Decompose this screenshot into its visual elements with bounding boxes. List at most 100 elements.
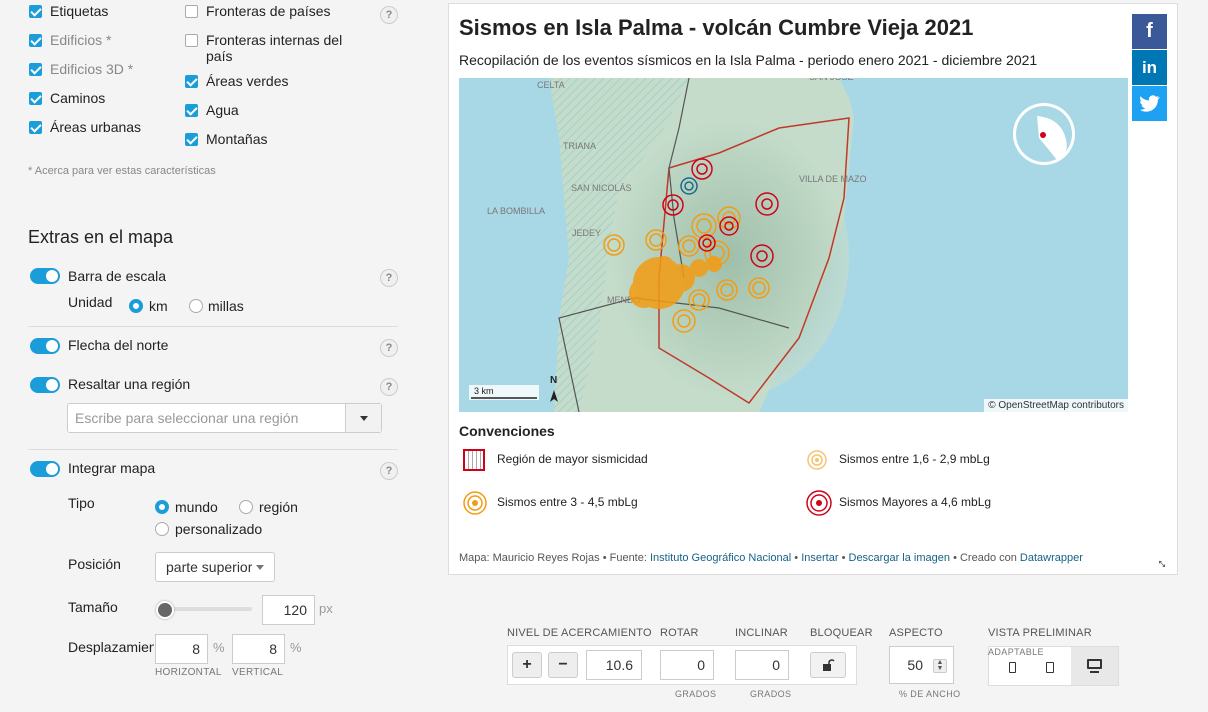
highlight-region-label: Resaltar una región [68,376,191,392]
resize-icon[interactable]: ↔ [1153,551,1175,573]
scale-bar-label: Barra de escala [68,268,167,284]
preview-desktop-button[interactable] [1071,647,1118,685]
place-label: MENDO [607,295,641,305]
checkbox-etiquetas[interactable] [29,5,42,18]
low-magnitude-icon [807,450,827,470]
place-label: SAN JOSÉ [809,78,854,82]
vertical-caption: VERTICAL [232,667,284,678]
rotate-input[interactable]: 0 [660,650,714,680]
radio-millas[interactable] [189,299,203,313]
map-attribution: © OpenStreetMap contributors [984,399,1128,412]
checkbox-edificios[interactable] [29,34,42,47]
help-icon[interactable]: ? [380,269,398,287]
checkbox-agua[interactable] [185,104,198,117]
inset-globe [1013,103,1075,165]
checkbox-caminos[interactable] [29,92,42,105]
legend-label: Sismos entre 3 - 4,5 mbLg [497,495,638,509]
preview-mobile-button[interactable] [1000,659,1024,679]
region-search-input[interactable]: Escribe para seleccionar una región [67,403,382,433]
pct-unit: % [290,640,302,655]
size-slider-track[interactable] [160,607,252,611]
horizontal-caption: HORIZONTAL [155,667,222,678]
footer-sep: • [794,552,799,564]
size-label: Tamaño [68,599,118,615]
footer-created-label: Creado con [959,552,1017,564]
position-value: parte superior [166,559,252,575]
offset-vertical-input[interactable]: 8 [232,634,285,664]
lock-header: BLOQUEAR [810,627,873,639]
footer-download-link[interactable]: Descargar la imagen [848,552,951,564]
footer-insert-link[interactable]: Insertar [801,552,839,564]
help-icon[interactable]: ? [380,462,398,480]
position-label: Posición [68,556,121,572]
aspect-header: ASPECTO [889,627,943,639]
size-unit: px [319,601,333,616]
map-subtitle: Recopilación de los eventos sísmicos en … [459,52,1038,68]
zoom-out-button[interactable]: − [548,652,578,678]
dropdown-button[interactable] [345,404,381,432]
place-label: VILLA DE MAZO [799,174,867,184]
toggle-north-arrow[interactable] [30,338,60,354]
region-legend-icon [463,449,485,471]
twitter-share-button[interactable] [1132,86,1167,121]
north-arrow: N [550,375,558,402]
radio-region-label: región [259,499,298,515]
checkbox-montanas[interactable] [185,133,198,146]
footer-tool-link[interactable]: Datawrapper [1019,552,1083,564]
lock-button[interactable] [810,652,846,678]
scale-bar: 3 km [469,385,539,400]
checkbox-label: Áreas urbanas [50,119,142,135]
aspect-input[interactable]: 50 ▲ ▼ [889,646,954,684]
toggle-scale-bar[interactable] [30,268,60,284]
facebook-share-button[interactable]: f [1132,14,1167,49]
legend-label: Sismos Mayores a 4,6 mbLg [839,495,992,509]
zoom-input[interactable]: 10.6 [586,650,642,680]
radio-personalizado[interactable] [155,522,169,536]
checkbox-label: Agua [206,102,239,118]
radio-mundo[interactable] [155,500,169,514]
checkbox-fronteras-internas[interactable] [185,34,198,47]
help-icon[interactable]: ? [380,339,398,357]
linkedin-share-button[interactable]: in [1132,50,1167,85]
size-slider-handle[interactable] [156,601,174,619]
map-preview-card: Sismos en Isla Palma - volcán Cumbre Vie… [448,3,1178,575]
type-label: Tipo [68,495,95,511]
caret-down-icon [360,416,368,421]
legend-title: Convenciones [459,423,555,439]
checkbox-label: Áreas verdes [206,73,289,89]
zoom-in-button[interactable]: + [512,652,542,678]
checkbox-areas-urbanas[interactable] [29,121,42,134]
preview-mode-caption: ADAPTABLE [988,647,1044,657]
checkbox-areas-verdes[interactable] [185,75,198,88]
mid-magnitude-icon [463,491,487,515]
help-icon[interactable]: ? [380,378,398,396]
north-arrow-icon [550,390,558,402]
radio-km[interactable] [129,299,143,313]
checkbox-fronteras-paises[interactable] [185,5,198,18]
preview-tablet-button[interactable] [1038,659,1062,679]
help-icon[interactable]: ? [380,6,398,24]
footer-author: Mapa: Mauricio Reyes Rojas [459,552,600,564]
position-select[interactable]: parte superior [155,552,275,582]
map-svg: CELTA TRIANA SAN NICOLÁS LA BOMBILLA JED… [459,78,1128,412]
divider [28,449,398,450]
map-footer: Mapa: Mauricio Reyes Rojas • Fuente: Ins… [459,552,1083,564]
map-canvas[interactable]: CELTA TRIANA SAN NICOLÁS LA BOMBILLA JED… [459,78,1128,412]
stepper-icon[interactable]: ▲ ▼ [933,659,947,673]
offset-horizontal-input[interactable]: 8 [155,634,208,664]
caret-down-icon [256,565,264,570]
place-label: TRIANA [563,141,596,151]
divider [28,326,398,327]
size-input[interactable]: 120 [262,595,315,625]
footer-sep: • [841,552,846,564]
features-note: * Acerca para ver estas características [28,165,216,177]
radio-personalizado-label: personalizado [175,521,263,537]
tilt-input[interactable]: 0 [735,650,789,680]
footer-source-link[interactable]: Instituto Geográfico Nacional [649,552,792,564]
toggle-inset-map[interactable] [30,461,60,477]
checkbox-edificios-3d[interactable] [29,63,42,76]
north-letter: N [550,375,557,386]
checkbox-label: Fronteras de países [206,3,331,19]
radio-region[interactable] [239,500,253,514]
toggle-highlight-region[interactable] [30,377,60,393]
